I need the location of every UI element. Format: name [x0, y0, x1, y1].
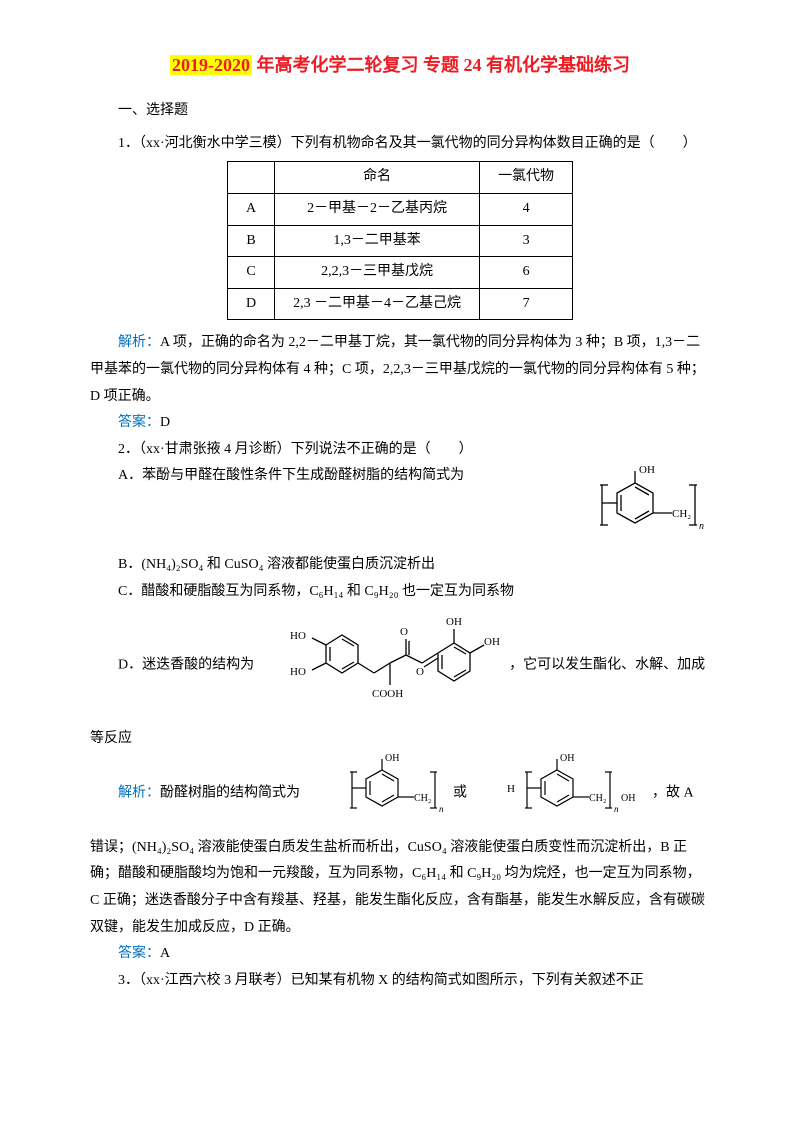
analysis-pre: 酚醛树脂的结构简式为	[160, 786, 300, 801]
label-ch2: CH₂	[672, 508, 691, 520]
q1-text: 下列有机物命名及其一氯代物的同分异构体数目正确的是（ ）	[291, 136, 697, 151]
q2-answer: 答案：A	[90, 941, 710, 968]
q1-table: 命名 一氯代物 A 2－甲基－2－乙基丙烷 4 B 1,3－二甲基苯 3 C 2…	[227, 161, 573, 320]
table-row: 命名 一氯代物	[227, 162, 572, 194]
table-cell: C	[227, 257, 274, 289]
q2-stem: 2．（xx·甘肃张掖 4 月诊断）下列说法不正确的是（ ）	[90, 437, 710, 464]
q2-source: （xx·甘肃张掖 4 月诊断）	[139, 442, 291, 457]
q3-number: 3．	[118, 973, 139, 988]
title-highlight: 2019-2020	[170, 55, 252, 75]
q3-source: （xx·江西六校 3 月联考）	[139, 973, 291, 988]
q2-text: 下列说法不正确的是（ ）	[291, 442, 473, 457]
analysis-label: 解析：	[118, 786, 160, 801]
label-h: H	[507, 783, 515, 795]
page-root: 2019-2020 年高考化学二轮复习 专题 24 有机化学基础练习 一、选择题…	[0, 0, 800, 1132]
q1-analysis: 解析：A 项，正确的命名为 2,2－二甲基丁烷，其一氯代物的同分异构体为 3 种…	[90, 330, 710, 410]
label-ho: HO	[290, 630, 306, 642]
analysis-mid: 或	[453, 786, 467, 801]
q3-stem: 3．（xx·江西六校 3 月联考）已知某有机物 X 的结构简式如图所示，下列有关…	[90, 968, 710, 995]
q1-answer: 答案：D	[90, 410, 710, 437]
section-heading-1: 一、选择题	[90, 98, 710, 125]
label-oh: OH	[639, 464, 655, 476]
answer-value: D	[160, 415, 170, 430]
table-cell: 7	[480, 288, 573, 320]
q1-number: 1．	[118, 136, 139, 151]
rosmarinic-acid-structure-icon: HO HO COOH O O OH OH	[258, 605, 506, 726]
table-header	[227, 162, 274, 194]
phenolic-resin-structure-2-icon: H OH CH₂ n OH	[471, 752, 649, 835]
table-cell: D	[227, 288, 274, 320]
label-oh: OH	[385, 753, 399, 764]
table-row: B 1,3－二甲基苯 3	[227, 225, 572, 257]
table-cell: 2－甲基－2－乙基丙烷	[275, 193, 480, 225]
page-title: 2019-2020 年高考化学二轮复习 专题 24 有机化学基础练习	[90, 48, 710, 82]
analysis-text: A 项，正确的命名为 2,2－二甲基丁烷，其一氯代物的同分异构体为 3 种；B …	[90, 335, 705, 403]
label-cooh: COOH	[372, 688, 403, 700]
label-n: n	[614, 804, 619, 814]
table-cell: 3	[480, 225, 573, 257]
q2-optD-pre: D．迷迭香酸的结构为	[118, 658, 254, 673]
phenolic-resin-structure-1-icon: OH CH₂ n	[304, 752, 450, 835]
q2-optC: C．醋酸和硬脂酸互为同系物，C₆H₁₄ 和 C₉H₂₀ 也一定互为同系物	[90, 579, 710, 606]
label-ohend: OH	[621, 793, 635, 804]
q2-optB: B．(NH₄)₂SO₄ 和 CuSO₄ 溶液都能使蛋白质沉淀析出	[90, 552, 710, 579]
answer-label: 答案：	[118, 946, 160, 961]
table-header: 命名	[275, 162, 480, 194]
table-cell: 4	[480, 193, 573, 225]
label-o: O	[400, 626, 408, 638]
q1-stem: 1．（xx·河北衡水中学三模）下列有机物命名及其一氯代物的同分异构体数目正确的是…	[90, 131, 710, 158]
table-cell: 1,3－二甲基苯	[275, 225, 480, 257]
label-ho: HO	[290, 666, 306, 678]
answer-label: 答案：	[118, 415, 160, 430]
q2-number: 2．	[118, 442, 139, 457]
q2-optD: D．迷迭香酸的结构为	[90, 605, 710, 752]
label-ch2: CH₂	[589, 793, 606, 804]
q2-optA-row: OH CH₂ n A．苯酚与甲醛在酸性条件下生成酚醛树脂的结构简式为	[90, 463, 710, 490]
table-row: C 2,2,3－三甲基戊烷 6	[227, 257, 572, 289]
q1-source: （xx·河北衡水中学三模）	[139, 136, 291, 151]
table-cell: A	[227, 193, 274, 225]
table-cell: 6	[480, 257, 573, 289]
title-rest: 年高考化学二轮复习 专题 24 有机化学基础练习	[252, 55, 630, 75]
phenolic-resin-structure-icon: OH CH₂ n	[580, 463, 710, 552]
q3-text: 已知某有机物 X 的结构简式如图所示，下列有关叙述不正	[291, 973, 644, 988]
table-cell: B	[227, 225, 274, 257]
label-n: n	[439, 804, 444, 814]
label-o: O	[416, 666, 424, 678]
label-oh: OH	[560, 753, 574, 764]
table-header: 一氯代物	[480, 162, 573, 194]
table-row: D 2,3 －二甲基－4－乙基己烷 7	[227, 288, 572, 320]
label-ch2: CH₂	[414, 793, 431, 804]
analysis-label: 解析：	[118, 335, 160, 350]
answer-value: A	[160, 946, 170, 961]
label-oh: OH	[446, 616, 462, 628]
q2-analysis: 解析：酚醛树脂的结构简式为 OH	[90, 752, 710, 941]
table-cell: 2,3 －二甲基－4－乙基己烷	[275, 288, 480, 320]
table-cell: 2,2,3－三甲基戊烷	[275, 257, 480, 289]
label-n: n	[699, 521, 704, 532]
label-oh: OH	[484, 636, 500, 648]
table-row: A 2－甲基－2－乙基丙烷 4	[227, 193, 572, 225]
